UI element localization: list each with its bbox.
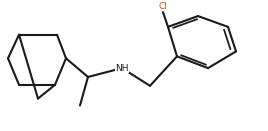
- Text: Cl: Cl: [159, 2, 168, 11]
- Text: NH: NH: [115, 64, 129, 73]
